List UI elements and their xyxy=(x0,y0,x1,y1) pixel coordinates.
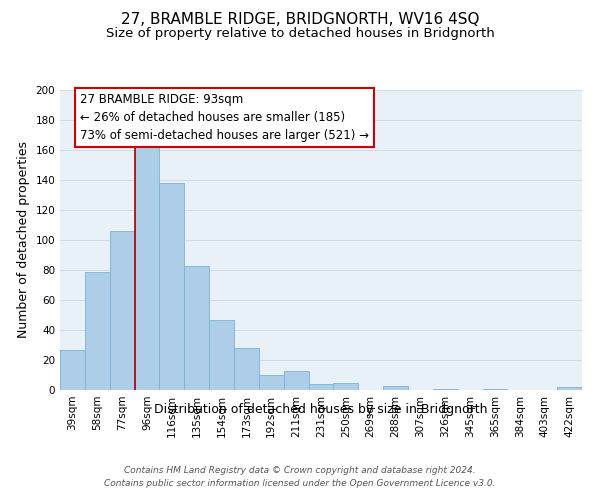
Bar xyxy=(334,382,358,390)
Text: Size of property relative to detached houses in Bridgnorth: Size of property relative to detached ho… xyxy=(106,28,494,40)
Text: Distribution of detached houses by size in Bridgnorth: Distribution of detached houses by size … xyxy=(154,402,488,415)
Bar xyxy=(234,348,259,390)
Bar xyxy=(60,350,85,390)
Bar xyxy=(110,231,134,390)
Bar xyxy=(557,387,582,390)
Bar xyxy=(259,375,284,390)
Text: Contains HM Land Registry data © Crown copyright and database right 2024.
Contai: Contains HM Land Registry data © Crown c… xyxy=(104,466,496,487)
Bar xyxy=(308,384,334,390)
Bar xyxy=(85,272,110,390)
Bar xyxy=(482,388,508,390)
Bar xyxy=(184,266,209,390)
Bar xyxy=(160,183,184,390)
Y-axis label: Number of detached properties: Number of detached properties xyxy=(17,142,30,338)
Bar xyxy=(284,370,308,390)
Text: 27, BRAMBLE RIDGE, BRIDGNORTH, WV16 4SQ: 27, BRAMBLE RIDGE, BRIDGNORTH, WV16 4SQ xyxy=(121,12,479,28)
Bar xyxy=(209,320,234,390)
Bar xyxy=(134,142,160,390)
Bar xyxy=(433,388,458,390)
Bar xyxy=(383,386,408,390)
Text: 27 BRAMBLE RIDGE: 93sqm
← 26% of detached houses are smaller (185)
73% of semi-d: 27 BRAMBLE RIDGE: 93sqm ← 26% of detache… xyxy=(80,93,369,142)
